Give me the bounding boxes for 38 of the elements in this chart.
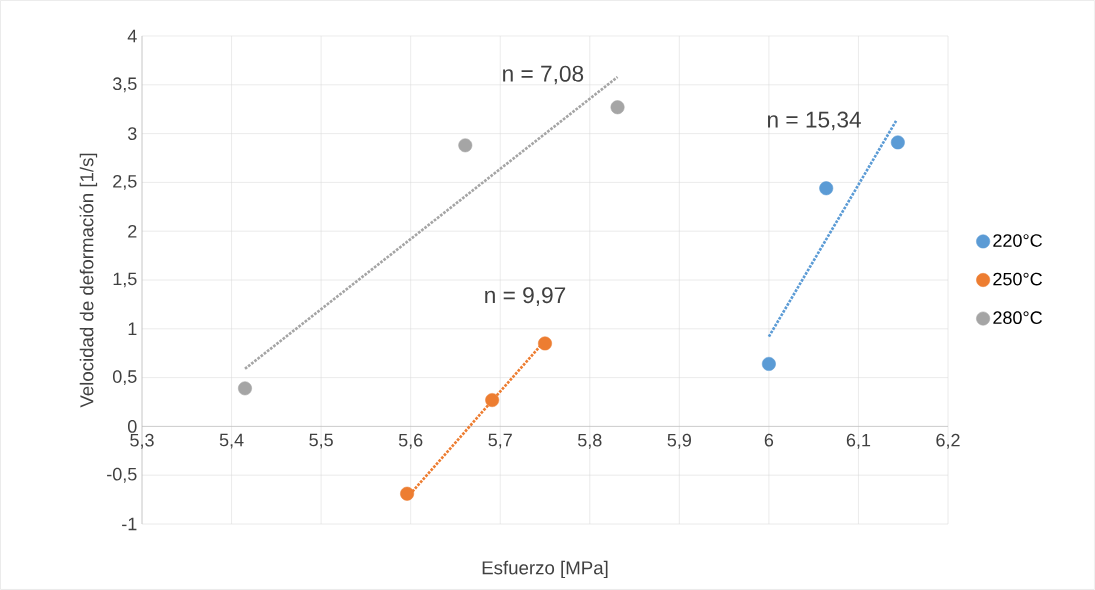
y-tick-label: 2,5 xyxy=(113,174,137,190)
x-axis-title: Esfuerzo [MPa] xyxy=(482,560,608,579)
x-tick-label: 5,5 xyxy=(309,433,333,449)
legend-label: 250°C xyxy=(993,272,1042,286)
legend-label: 280°C xyxy=(993,311,1042,325)
legend-label: 220°C xyxy=(993,234,1042,247)
annotation: n = 9,97 xyxy=(485,287,566,306)
y-tick-label: 0,5 xyxy=(112,370,137,386)
y-tick-label: 1,5 xyxy=(113,272,137,288)
y-tick-label: 3,5 xyxy=(112,77,137,93)
y-axis-title: Velocidad de deformación [1/s] xyxy=(79,153,98,408)
point xyxy=(538,336,552,351)
x-tick-label: 5,7 xyxy=(488,433,512,449)
x-tick-label: 5,8 xyxy=(577,433,602,449)
point xyxy=(238,381,252,396)
x-tick-label: 5,3 xyxy=(130,433,154,449)
point xyxy=(761,357,776,371)
annotation: n = 15,34 xyxy=(767,111,861,131)
x-tick-label: 6,1 xyxy=(846,433,871,449)
x-tick-label: 6 xyxy=(764,433,774,447)
point xyxy=(819,181,834,196)
x-tick-label: 5,6 xyxy=(398,433,423,449)
y-tick-label: 1 xyxy=(128,322,137,335)
y-tick-label: 4 xyxy=(127,29,137,43)
y-tick-label: -1 xyxy=(122,517,137,531)
y-tick-label: 3 xyxy=(127,127,137,140)
point xyxy=(485,393,500,407)
point xyxy=(610,100,625,115)
point xyxy=(400,486,415,501)
x-tick-label: 5,9 xyxy=(667,433,691,449)
point xyxy=(458,138,473,153)
y-tick-label: -0,5 xyxy=(107,467,137,483)
y-tick-label: 0 xyxy=(127,420,137,433)
x-tick-label: 5,4 xyxy=(219,433,244,449)
point xyxy=(890,135,905,150)
annotation: n = 7,08 xyxy=(503,65,584,85)
x-tick-label: 6,2 xyxy=(936,433,960,449)
y-tick-label: 2 xyxy=(128,224,137,238)
